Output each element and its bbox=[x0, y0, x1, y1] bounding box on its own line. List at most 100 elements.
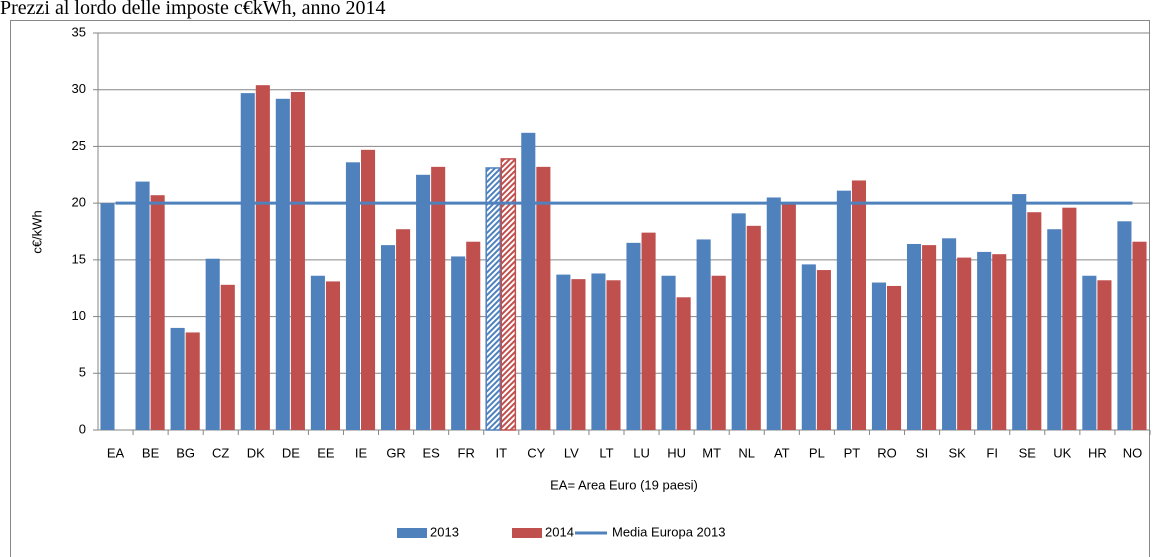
y-tick-label: 35 bbox=[72, 24, 86, 39]
bar bbox=[521, 132, 536, 430]
x-tick-label: FR bbox=[458, 445, 475, 460]
bar bbox=[1062, 207, 1077, 430]
bar bbox=[661, 275, 676, 430]
legend-swatch bbox=[397, 528, 427, 538]
bar bbox=[606, 280, 621, 430]
x-tick-label: BG bbox=[176, 445, 195, 460]
bar bbox=[871, 282, 886, 430]
bar bbox=[275, 98, 290, 430]
x-tick-label: IE bbox=[355, 445, 368, 460]
y-tick-label: 25 bbox=[72, 138, 86, 153]
x-tick-label: PL bbox=[809, 445, 825, 460]
x-tick-label: DK bbox=[247, 445, 265, 460]
x-tick-label: NL bbox=[738, 445, 755, 460]
bar bbox=[240, 93, 255, 431]
chart-title: Prezzi al lordo delle imposte c€kWh, ann… bbox=[0, 0, 385, 19]
x-tick-label: PT bbox=[844, 445, 861, 460]
bar bbox=[711, 275, 726, 430]
x-tick-label: MT bbox=[702, 445, 721, 460]
bar bbox=[696, 239, 711, 430]
bar bbox=[290, 91, 305, 431]
bar bbox=[325, 281, 341, 430]
bar bbox=[380, 245, 396, 430]
bar bbox=[781, 203, 796, 430]
bar bbox=[626, 242, 641, 430]
legend-label: 2014 bbox=[545, 524, 574, 539]
x-tick-label: RO bbox=[877, 445, 897, 460]
x-tick-label: DE bbox=[282, 445, 300, 460]
bar bbox=[170, 327, 185, 430]
y-tick-label: 5 bbox=[79, 365, 86, 380]
bar bbox=[641, 232, 656, 430]
bar bbox=[1012, 194, 1027, 430]
bar bbox=[310, 275, 325, 430]
x-tick-label: GR bbox=[386, 445, 406, 460]
bar bbox=[977, 251, 992, 430]
bar bbox=[100, 203, 115, 430]
bar bbox=[887, 285, 902, 430]
bar bbox=[500, 158, 517, 431]
bar bbox=[416, 174, 431, 430]
bar bbox=[345, 162, 360, 430]
bar bbox=[451, 256, 466, 430]
bar bbox=[185, 332, 200, 430]
x-tick-label: UK bbox=[1053, 445, 1071, 460]
bar bbox=[150, 195, 165, 430]
x-tick-label: SI bbox=[916, 445, 928, 460]
bar bbox=[1027, 212, 1042, 430]
bar bbox=[731, 213, 746, 430]
bar bbox=[906, 243, 922, 430]
bar bbox=[922, 245, 937, 430]
bar bbox=[591, 273, 606, 430]
x-tick-label: NO bbox=[1123, 445, 1143, 460]
y-tick-label: 30 bbox=[72, 81, 86, 96]
bar bbox=[766, 197, 781, 430]
x-tick-label: CZ bbox=[212, 445, 229, 460]
x-tick-label: LV bbox=[564, 445, 579, 460]
bar bbox=[1097, 280, 1112, 430]
bar bbox=[361, 149, 376, 430]
bar bbox=[851, 180, 867, 430]
x-tick-label: EA bbox=[107, 445, 125, 460]
y-tick-label: 20 bbox=[72, 195, 86, 210]
bar bbox=[801, 264, 816, 430]
x-tick-label: BE bbox=[142, 445, 160, 460]
bar bbox=[571, 279, 586, 430]
x-tick-label: IT bbox=[495, 445, 507, 460]
bar bbox=[205, 258, 220, 430]
x-tick-label: SE bbox=[1019, 445, 1037, 460]
legend-label: 2013 bbox=[430, 524, 459, 539]
x-tick-label: EE bbox=[317, 445, 335, 460]
legend-label: Media Europa 2013 bbox=[612, 524, 725, 539]
bar bbox=[992, 254, 1007, 430]
x-axis-label: EA= Area Euro (19 paesi) bbox=[550, 477, 698, 492]
y-tick-label: 10 bbox=[72, 308, 86, 323]
bar bbox=[1047, 229, 1062, 430]
x-tick-label: FI bbox=[986, 445, 998, 460]
x-tick-label: HR bbox=[1088, 445, 1107, 460]
x-tick-label: SK bbox=[948, 445, 966, 460]
x-tick-label: CY bbox=[527, 445, 545, 460]
bar bbox=[942, 238, 957, 430]
x-tick-label: ES bbox=[422, 445, 440, 460]
legend-swatch bbox=[512, 528, 542, 538]
bar bbox=[746, 225, 761, 430]
bar bbox=[431, 166, 446, 431]
bar bbox=[485, 167, 502, 431]
bar bbox=[676, 297, 691, 430]
bar bbox=[396, 229, 411, 430]
x-tick-label: LU bbox=[633, 445, 650, 460]
bar bbox=[1117, 221, 1132, 430]
bar bbox=[466, 241, 481, 430]
bar bbox=[255, 85, 270, 431]
x-tick-label: LT bbox=[599, 445, 613, 460]
x-tick-label: AT bbox=[774, 445, 790, 460]
bar bbox=[536, 166, 551, 431]
bar bbox=[1132, 241, 1147, 430]
bar bbox=[556, 274, 571, 430]
y-axis-label: c€/kWh bbox=[29, 210, 44, 253]
y-tick-label: 15 bbox=[72, 251, 86, 266]
bar bbox=[816, 270, 831, 430]
bar bbox=[135, 181, 150, 430]
